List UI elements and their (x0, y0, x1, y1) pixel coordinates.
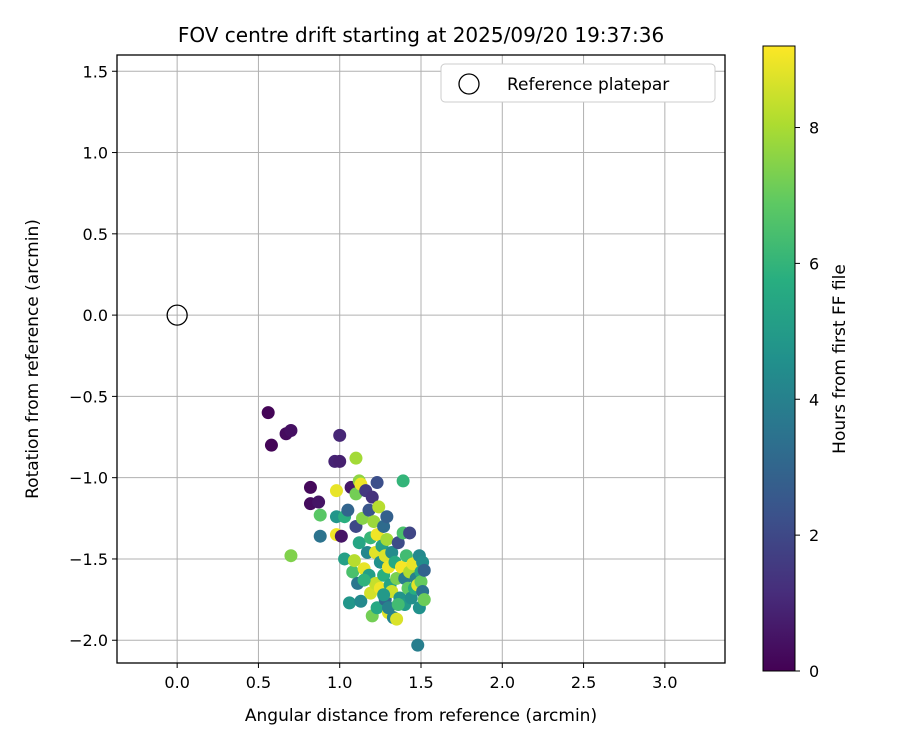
colorbar-tick-label: 6 (809, 254, 819, 273)
data-point (367, 515, 381, 529)
data-point (264, 438, 278, 452)
colorbar-tick-label: 0 (809, 662, 819, 681)
scatter-points (166, 304, 431, 652)
y-tick-label: 0.0 (83, 306, 108, 325)
data-point (362, 503, 376, 517)
data-point (313, 529, 327, 543)
data-point (333, 428, 347, 442)
colorbar-tick-label: 2 (809, 526, 819, 545)
data-point (284, 549, 298, 563)
data-point (377, 519, 391, 533)
grid-lines (117, 55, 725, 663)
data-point (377, 588, 391, 602)
data-point (381, 601, 395, 615)
data-point (372, 500, 386, 514)
data-point (352, 536, 366, 550)
colorbar-tick-label: 4 (809, 390, 819, 409)
axis-ticks: 0.0 0.5 1.0 1.5 2.0 2.5 3.0 −2.0 −1.5 −1.0 −0.5 0.0… (69, 62, 677, 692)
reference-platepar-marker (166, 304, 188, 326)
x-tick-label: 3.0 (652, 673, 677, 692)
x-tick-label: 0.0 (164, 673, 189, 692)
colorbar-tick-label: 8 (809, 119, 819, 138)
data-point (342, 596, 356, 610)
data-point (396, 474, 410, 488)
legend: Reference platepar (440, 63, 716, 103)
data-point (380, 532, 394, 546)
x-tick-label: 1.0 (327, 673, 352, 692)
data-point (341, 503, 355, 517)
data-point (346, 565, 360, 579)
data-point (354, 594, 368, 608)
data-point (417, 593, 431, 607)
y-axis-label: Rotation from reference (arcmin) (23, 219, 43, 499)
y-tick-label: −0.5 (69, 387, 108, 406)
colorbar: 0 2 4 6 8 Hours from first FF file (762, 45, 850, 681)
data-point (349, 451, 363, 465)
data-point (391, 536, 405, 550)
y-tick-label: 1.5 (83, 62, 108, 81)
data-point (334, 529, 348, 543)
colorbar-label: Hours from first FF file (830, 264, 850, 454)
data-point (347, 554, 361, 568)
data-point (333, 454, 347, 468)
data-point (380, 510, 394, 524)
data-point (303, 480, 317, 494)
y-tick-label: −1.0 (69, 469, 108, 488)
data-point (364, 586, 378, 600)
plot-frame (116, 54, 726, 664)
legend-box (440, 63, 716, 103)
data-point (329, 484, 343, 498)
y-tick-label: 1.0 (83, 144, 108, 163)
data-point (312, 495, 326, 509)
x-axis-label: Angular distance from reference (arcmin) (245, 706, 597, 726)
x-tick-label: 1.5 (408, 673, 433, 692)
y-tick-label: −1.5 (69, 550, 108, 569)
y-tick-label: 0.5 (83, 225, 108, 244)
colorbar-gradient (762, 45, 796, 672)
data-point (403, 526, 417, 540)
data-point (261, 406, 275, 420)
data-point (357, 573, 371, 587)
data-point (411, 638, 425, 652)
data-point (370, 601, 384, 615)
data-point (284, 424, 298, 438)
colorbar-ticks: 0 2 4 6 8 (795, 119, 819, 681)
data-point (404, 591, 418, 605)
chart-title: FOV centre drift starting at 2025/09/20 … (178, 23, 664, 47)
x-tick-label: 0.5 (246, 673, 271, 692)
data-point (338, 552, 352, 566)
legend-reference-marker (458, 73, 480, 95)
data-point (391, 597, 405, 611)
data-point (313, 508, 327, 522)
data-point (370, 476, 384, 490)
x-tick-label: 2.5 (571, 673, 596, 692)
data-point (365, 490, 379, 504)
data-point (385, 545, 399, 559)
legend-entry-reference: Reference platepar (507, 75, 669, 95)
y-tick-label: −2.0 (69, 631, 108, 650)
data-point (417, 563, 431, 577)
data-point (390, 612, 404, 626)
data-point (349, 487, 363, 501)
x-tick-label: 2.0 (490, 673, 515, 692)
data-point (414, 575, 428, 589)
